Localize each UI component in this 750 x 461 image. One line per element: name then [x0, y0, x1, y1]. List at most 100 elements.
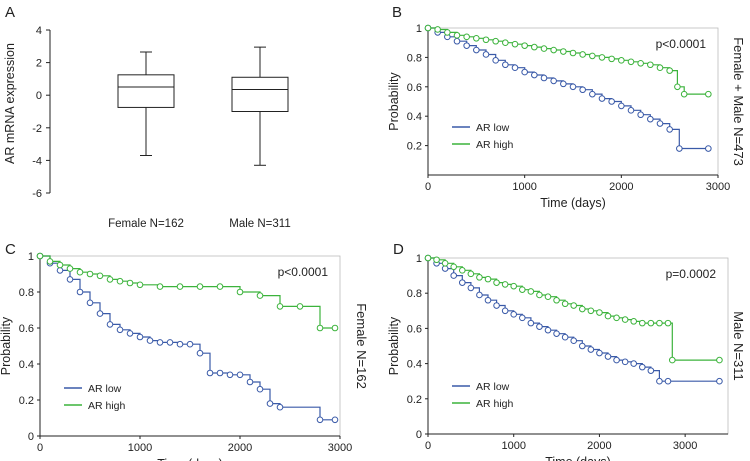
censor-marker-low [638, 363, 646, 371]
censor-marker-low [492, 57, 499, 64]
plot-frame-d [427, 257, 729, 435]
x-tick-label-d: 2000 [587, 440, 611, 452]
x-axis-label-b: Time (days) [540, 196, 606, 210]
censor-marker-low [441, 265, 449, 272]
y-tick-label-d: 0.2 [407, 394, 422, 406]
panel-a: A -6 -4 -2 0 2 4 AR mRNA expression Female N=16… [3, 4, 291, 230]
censor-marker-high [106, 276, 114, 283]
panel-b: B 0.2 0.4 0.6 0.8 1 0 1000 2000 3000 Time (days) P… [387, 4, 746, 210]
censor-marker-high [656, 64, 664, 71]
censor-marker-low [598, 95, 606, 102]
censor-marker-low [216, 369, 224, 377]
y-axis-label-a: AR mRNA expression [3, 43, 17, 164]
censor-marker-high [86, 270, 94, 278]
y-tick-label-c: 0.4 [19, 359, 34, 371]
censor-marker-low [246, 378, 254, 386]
censor-marker-low [266, 400, 274, 407]
censor-marker-low [589, 90, 596, 98]
km-curve-low [40, 255, 335, 421]
censor-marker-high [637, 59, 644, 67]
censor-marker-low [613, 356, 620, 364]
censor-marker-high [550, 46, 557, 54]
y-tick-label-c: 0.8 [19, 287, 34, 299]
box-iqr [117, 74, 175, 108]
censor-marker-low [463, 42, 470, 49]
censor-marker-high [476, 274, 483, 281]
censor-marker-high [621, 316, 629, 323]
censor-marker-high [536, 291, 543, 299]
y-tick-label-b: 0.2 [407, 141, 422, 153]
censor-marker-low [116, 326, 124, 334]
censor-marker-low [453, 37, 461, 45]
censor-marker-high [608, 55, 615, 63]
censor-marker-low [618, 102, 625, 110]
censor-marker-high [627, 58, 635, 66]
censor-marker-low [627, 107, 635, 114]
panel-letter-a: A [5, 4, 15, 21]
censor-marker-high [527, 288, 535, 295]
censor-marker-low [484, 296, 492, 304]
censor-marker-high [484, 275, 492, 283]
legend-label-high: AR high [88, 400, 126, 412]
y-tick-label-b: 0.8 [407, 52, 422, 64]
y-tick-label-a: 4 [36, 25, 42, 37]
censor-marker-low [106, 321, 114, 328]
censor-marker-high [502, 39, 509, 47]
censor-marker-high [570, 302, 578, 309]
censor-marker-low [236, 371, 244, 379]
x-tick-label-d: 3000 [673, 440, 697, 452]
censor-marker-low [578, 342, 586, 350]
censor-marker-high [136, 281, 144, 289]
censor-marker-low [527, 319, 535, 327]
censor-marker-low [550, 77, 557, 85]
censor-marker-low [76, 288, 84, 296]
censor-marker-high [444, 29, 451, 36]
y-axis-label-c: Probability [0, 316, 13, 375]
y-tick-label-a: -4 [32, 155, 42, 167]
censor-marker-low [510, 311, 518, 318]
y-tick-label-b: 0.4 [407, 111, 422, 123]
side-label-b: Female + Male N=473 [731, 37, 746, 166]
censor-marker-low [186, 340, 194, 348]
censor-marker-low [664, 377, 672, 385]
censor-marker-low [458, 279, 466, 286]
censor-marker-high [647, 61, 654, 69]
censor-marker-low [676, 145, 683, 152]
censor-marker-high [76, 268, 84, 276]
y-tick-label-a: 2 [36, 58, 42, 70]
y-tick-label-d: 0 [416, 429, 422, 441]
censor-marker-high [433, 256, 440, 264]
censor-marker-low [540, 74, 548, 82]
censor-marker-high [458, 267, 466, 274]
y-tick-label-a: -2 [32, 123, 42, 135]
censor-marker-low [647, 115, 654, 123]
x-tick-label-d: 1000 [501, 440, 525, 452]
censor-marker-high [560, 48, 567, 55]
censor-marker-high [716, 356, 723, 364]
x-axis-label-d: Time (days) [545, 455, 611, 461]
censor-marker-high [463, 33, 470, 41]
censor-marker-high [441, 259, 449, 267]
panel-c: C 0 0.2 0.4 0.6 0.8 1 0 1000 2000 3000 Time (days)… [0, 241, 369, 461]
censor-marker-high [518, 286, 526, 293]
x-tick-label-c: 1000 [128, 442, 152, 454]
y-tick-label-b: 1 [416, 23, 422, 35]
censor-marker-high [553, 296, 560, 304]
legend-label-low: AR low [476, 381, 510, 393]
censor-marker-high [116, 277, 124, 285]
censor-marker-high [561, 300, 569, 308]
censor-marker-low [647, 367, 655, 374]
censor-marker-high [467, 270, 475, 278]
censor-marker-high [66, 265, 74, 272]
censor-marker-high [196, 283, 204, 290]
censor-marker-high [647, 319, 655, 327]
censor-marker-low [450, 272, 458, 279]
censor-marker-high [236, 288, 244, 296]
censor-marker-high [604, 312, 612, 320]
censor-marker-high [424, 254, 432, 262]
censor-marker-low [473, 46, 480, 54]
legend-label-low: AR low [88, 383, 122, 395]
censor-marker-low [705, 145, 712, 152]
censor-marker-low [256, 385, 264, 393]
